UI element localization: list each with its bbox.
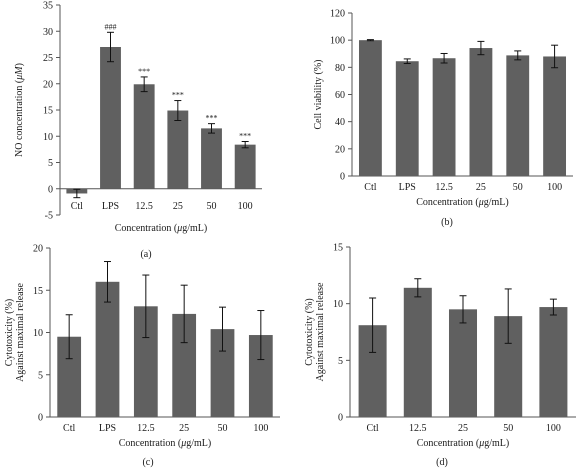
x-axis-title: Concentration (μg/mL) xyxy=(416,197,509,208)
panel-label: (a) xyxy=(140,249,151,260)
y-axis-title: Cytotoxicity (%) xyxy=(304,298,315,366)
y-tick-label: 35 xyxy=(43,1,53,12)
bar xyxy=(358,40,382,176)
chart-panel-4: 0 5 10 15 Ctl 12.5 25 50 100 Concentration (μg/mL… xyxy=(304,243,576,468)
bar xyxy=(248,335,273,417)
significance-label: *** xyxy=(138,67,150,76)
y-tick-label: 10 xyxy=(43,132,53,143)
bar xyxy=(506,55,530,176)
x-axis-title: Concentration (μg/mL) xyxy=(115,223,208,234)
bar xyxy=(133,84,155,189)
y-axis-title: Cytotoxicity (%) xyxy=(4,299,15,367)
significance-label: ### xyxy=(105,22,117,31)
x-axis-title: Concentration (μg/mL) xyxy=(417,438,510,449)
y-axis-title: NO concentration (μM) xyxy=(14,63,25,157)
y-tick-label: 30 xyxy=(43,27,53,38)
y-tick-label: 20 xyxy=(335,144,345,155)
x-tick-label: 25 xyxy=(179,423,189,434)
bar xyxy=(167,110,189,189)
y-tick-label: 15 xyxy=(33,286,43,297)
chart-panel-2: 0 20 40 60 80 100 120 Ctl LPS 12.5 25 50 100 Concentr… xyxy=(313,9,573,228)
x-tick-label: Ctl xyxy=(364,182,376,193)
x-tick-label: 100 xyxy=(547,182,562,193)
y-axis-title-line2: Against maximal release xyxy=(315,282,326,381)
x-tick-label: 25 xyxy=(458,423,468,434)
x-tick-label: 25 xyxy=(476,182,486,193)
y-tick-label: 15 xyxy=(43,106,53,117)
bar xyxy=(469,48,493,176)
x-tick-label: 50 xyxy=(503,423,513,434)
x-tick-label: Ctl xyxy=(63,423,75,434)
y-tick-label: 25 xyxy=(43,53,53,64)
y-tick-label: 0 xyxy=(340,172,345,183)
bar xyxy=(395,61,419,176)
y-tick-label: 40 xyxy=(335,117,345,128)
x-axis-title: Concentration (μg/mL) xyxy=(119,438,212,449)
x-tick-label: 50 xyxy=(218,423,228,434)
y-tick-label: 5 xyxy=(38,370,43,381)
y-tick-label: 80 xyxy=(335,63,345,74)
bar xyxy=(95,281,120,417)
y-tick-label: 60 xyxy=(335,90,345,101)
y-tick-label: 10 xyxy=(333,299,343,310)
bar xyxy=(100,47,121,189)
x-tick-label: 100 xyxy=(253,423,268,434)
bar xyxy=(432,58,456,176)
bar xyxy=(210,329,235,417)
x-tick-label: 50 xyxy=(513,182,523,193)
x-tick-label: LPS xyxy=(99,423,116,434)
y-tick-label: 20 xyxy=(33,244,43,255)
panel-label: (b) xyxy=(441,217,453,228)
bar xyxy=(172,313,197,417)
x-tick-label: 12.5 xyxy=(135,201,153,212)
bar xyxy=(234,144,256,189)
y-tick-label: 5 xyxy=(338,356,343,367)
y-tick-label: 0 xyxy=(338,413,343,424)
x-tick-label: 100 xyxy=(238,201,253,212)
chart-panel-3: 0 5 10 15 20 Ctl LPS 12.5 25 50 100 Concentration (… xyxy=(4,244,280,468)
bar xyxy=(539,307,568,417)
bar xyxy=(57,336,82,417)
y-tick-label: -5 xyxy=(45,211,53,222)
y-axis-title: Cell viability (%) xyxy=(313,60,324,130)
y-tick-label: 100 xyxy=(330,36,345,47)
bar xyxy=(133,306,158,417)
y-tick-label: 15 xyxy=(333,243,343,254)
x-tick-label: 50 xyxy=(207,201,217,212)
y-tick-label: 20 xyxy=(43,79,53,90)
y-tick-label: 5 xyxy=(48,158,53,169)
significance-label: *** xyxy=(206,114,218,123)
significance-label: *** xyxy=(172,91,184,100)
x-tick-label: LPS xyxy=(399,182,416,193)
bar xyxy=(448,309,478,417)
bar xyxy=(543,56,567,176)
y-tick-label: 10 xyxy=(33,328,43,339)
bar xyxy=(403,287,432,417)
x-tick-label: 12.5 xyxy=(409,423,427,434)
x-tick-label: Ctl xyxy=(71,201,83,212)
significance-label: *** xyxy=(239,132,251,141)
x-tick-label: 12.5 xyxy=(435,182,453,193)
y-axis-title-line2: Against maximal release xyxy=(15,283,26,382)
panel-label: (d) xyxy=(436,457,448,468)
y-tick-label: 0 xyxy=(38,413,43,424)
y-tick-label: 0 xyxy=(48,184,53,195)
x-tick-label: Ctl xyxy=(366,423,378,434)
chart-panel-1: -5 0 5 10 15 20 25 30 35 Ctl ### LPS *** 12.5 *** 25 ***… xyxy=(14,1,262,260)
x-tick-label: 100 xyxy=(546,423,561,434)
x-tick-label: LPS xyxy=(102,201,119,212)
y-tick-label: 120 xyxy=(330,9,345,20)
panel-label: (c) xyxy=(142,457,153,468)
x-tick-label: 25 xyxy=(173,201,183,212)
bar xyxy=(201,128,222,189)
x-tick-label: 12.5 xyxy=(137,423,155,434)
